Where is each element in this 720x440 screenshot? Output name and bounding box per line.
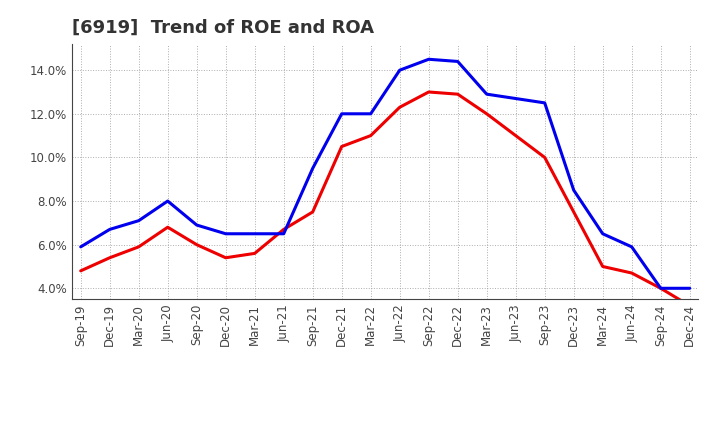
ROE — [570, 209, 578, 215]
ROE — [685, 303, 694, 308]
ROA — [135, 218, 143, 224]
ROA — [192, 222, 201, 227]
ROA — [598, 231, 607, 236]
ROE — [135, 244, 143, 249]
ROA — [366, 111, 375, 117]
ROE — [192, 242, 201, 247]
ROE — [366, 133, 375, 138]
ROA — [511, 96, 520, 101]
ROE — [511, 133, 520, 138]
Line: ROE: ROE — [81, 92, 690, 306]
ROE — [308, 209, 317, 215]
ROA — [482, 92, 491, 97]
ROA — [424, 57, 433, 62]
ROA — [76, 244, 85, 249]
ROA — [251, 231, 259, 236]
Text: [6919]  Trend of ROE and ROA: [6919] Trend of ROE and ROA — [72, 19, 374, 37]
ROE — [454, 92, 462, 97]
ROA — [279, 231, 288, 236]
ROA — [454, 59, 462, 64]
ROA — [570, 187, 578, 193]
ROA — [338, 111, 346, 117]
ROE — [76, 268, 85, 274]
ROE — [482, 111, 491, 117]
ROE — [105, 255, 114, 260]
ROE — [163, 224, 172, 230]
ROA — [657, 286, 665, 291]
Line: ROA: ROA — [81, 59, 690, 288]
ROE — [251, 251, 259, 256]
ROE — [541, 155, 549, 160]
ROA — [541, 100, 549, 106]
ROE — [338, 144, 346, 149]
ROE — [221, 255, 230, 260]
ROA — [105, 227, 114, 232]
ROE — [424, 89, 433, 95]
ROA — [395, 67, 404, 73]
ROE — [598, 264, 607, 269]
ROA — [221, 231, 230, 236]
ROA — [163, 198, 172, 204]
ROE — [657, 286, 665, 291]
ROA — [308, 166, 317, 171]
ROE — [395, 105, 404, 110]
ROA — [685, 286, 694, 291]
Legend: ROE, ROA: ROE, ROA — [305, 439, 466, 440]
ROE — [279, 227, 288, 232]
ROE — [627, 271, 636, 276]
ROA — [627, 244, 636, 249]
